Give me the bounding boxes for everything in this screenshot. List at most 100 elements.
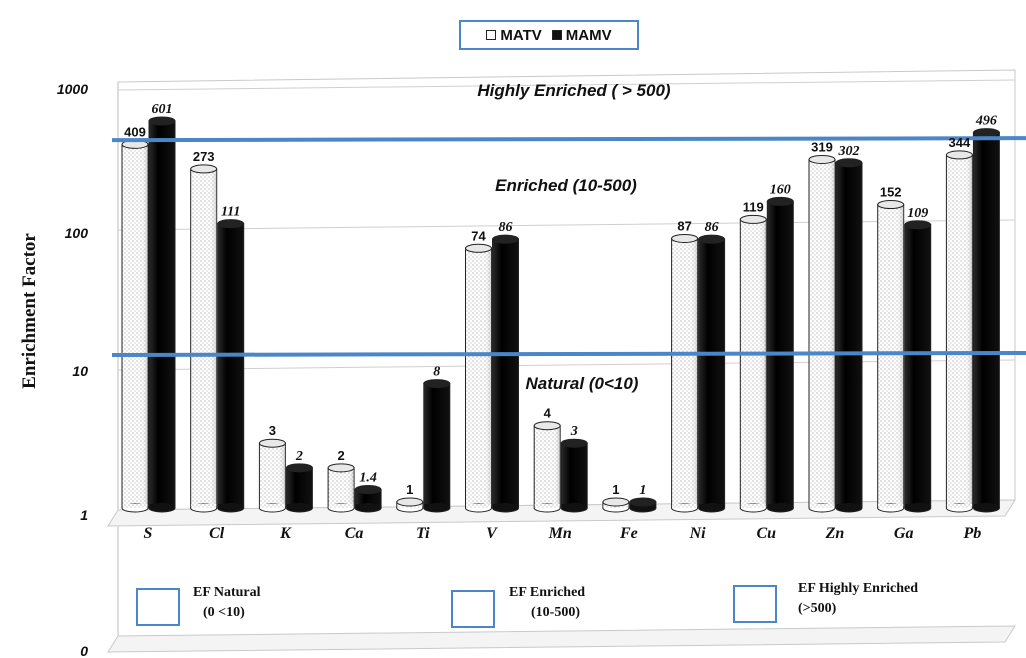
ef-natural-text: EF Natural (0 <10): [193, 583, 261, 623]
bar-base-fill: [809, 504, 835, 508]
bar-mamv-ni: [698, 234, 726, 513]
bar-base-fill: [218, 504, 244, 508]
bar-top: [698, 234, 726, 244]
value-label-mamv-ga: 109: [907, 206, 928, 221]
ef-highly-range: (>500): [798, 601, 837, 616]
bar-top: [533, 421, 561, 431]
bar-shade: [190, 168, 217, 508]
bar-top: [671, 233, 699, 243]
bar-shade: [534, 425, 561, 508]
bar-shade: [946, 154, 973, 508]
bar-base-fill: [493, 504, 518, 508]
gridlines: [117, 79, 1016, 371]
bar-body: [492, 238, 519, 509]
bar-top: [972, 128, 1000, 138]
y-tick-label: 0: [80, 643, 88, 658]
ef-natural-title: EF Natural: [193, 585, 261, 600]
value-label-matv-pb: 344: [949, 135, 971, 150]
value-label-matv-ni: 87: [677, 218, 691, 233]
bar-shade: [671, 238, 698, 509]
threshold-line-500: [111, 136, 1026, 143]
bar-shade: [877, 204, 904, 508]
bar-body: [698, 238, 726, 509]
y-axis-label: Enrichment Factor: [19, 233, 40, 389]
value-label-mamv-ti: 8: [433, 365, 440, 380]
zone-natural-label: Natural (0<10): [526, 374, 639, 393]
value-label-matv-zn: 319: [811, 139, 833, 154]
bar-mamv-pb: [972, 128, 1000, 513]
value-label-mamv-zn: 302: [838, 144, 860, 159]
bar-top: [877, 200, 905, 210]
ef-highly-title: EF Highly Enriched: [798, 581, 919, 596]
bar-matv-zn: [808, 154, 836, 513]
gridline: [117, 219, 1016, 231]
gridline: [117, 79, 1016, 91]
value-label-matv-v: 74: [471, 228, 486, 243]
bar-mamv-ca: [354, 485, 382, 513]
legend-item-matv: MATV: [486, 26, 542, 44]
bar-top: [354, 485, 382, 495]
value-label-matv-cl: 273: [193, 149, 215, 164]
bar-mamv-v: [492, 234, 519, 513]
bar-base-fill: [878, 504, 904, 508]
x-tick-zn: Zn: [825, 525, 845, 542]
bar-mamv-fe: [629, 497, 657, 513]
bar-top: [808, 154, 836, 164]
bar-mamv-s: [148, 116, 176, 513]
legend-label-matv: MATV: [500, 26, 542, 44]
value-label-matv-mn: 4: [544, 406, 552, 421]
zone-highly-label: Highly Enriched ( > 500): [477, 81, 671, 100]
value-label-matv-ca: 2: [337, 448, 344, 463]
bar-base-fill: [328, 504, 354, 508]
ef-enriched-range: (10-500): [531, 605, 580, 620]
legend-label-mamv: MAMV: [565, 26, 612, 44]
bar-body: [972, 132, 1000, 509]
bar-top: [423, 379, 451, 389]
threshold-lines: [111, 136, 1026, 357]
bar-mamv-k: [285, 463, 313, 513]
value-label-mamv-fe: 1: [639, 483, 646, 498]
bar-top: [492, 234, 519, 244]
bars: [121, 116, 1000, 513]
data-labels: 409 601 273 111 3 2 2 1.4 1 8 74 86 4 3 1 1 87 86 119 160 31…: [124, 102, 997, 498]
value-label-matv-cu: 119: [743, 199, 764, 214]
bar-matv-pb: [945, 150, 973, 513]
bar-top: [190, 164, 218, 174]
bar-body: [560, 442, 588, 509]
bar-base-fill: [191, 504, 217, 508]
bar-mamv-zn: [835, 158, 863, 513]
bar-shade: [809, 159, 835, 508]
x-tick-cl: Cl: [209, 525, 225, 542]
x-tick-v: V: [486, 525, 498, 542]
bar-base-fill: [973, 504, 999, 508]
bar-top: [560, 438, 588, 448]
value-label-mamv-pb: 496: [975, 114, 997, 129]
bar-shade: [259, 443, 286, 508]
value-label-mamv-cl: 111: [221, 205, 240, 220]
bar-base-fill: [122, 504, 148, 508]
ef-natural-range: (0 <10): [203, 605, 245, 620]
bar-top: [945, 150, 973, 160]
x-tick-ga: Ga: [894, 525, 914, 542]
x-tick-ti: Ti: [416, 525, 430, 542]
gridline: [117, 359, 1016, 371]
bar-mamv-ga: [904, 220, 932, 513]
bar-shade: [740, 219, 767, 508]
bar-matv-cl: [190, 164, 218, 513]
lower-floor: [107, 625, 1016, 653]
ef-highly-text: EF Highly Enriched (>500): [798, 579, 918, 619]
bar-base-fill: [946, 504, 972, 508]
bar-matv-ti: [396, 497, 424, 513]
bar-matv-ca: [327, 463, 355, 513]
value-label-matv-ga: 152: [880, 185, 902, 200]
legend: MATV MAMV: [459, 20, 639, 50]
zone-labels: Highly Enriched ( > 500) Enriched (10-50…: [477, 81, 671, 393]
bar-top: [396, 497, 424, 507]
bar-top: [835, 158, 863, 168]
bar-body: [148, 120, 176, 509]
bar-body: [285, 467, 313, 509]
bar-matv-v: [465, 243, 492, 513]
value-label-mamv-v: 86: [499, 220, 513, 235]
ef-natural-swatch: [136, 588, 180, 626]
